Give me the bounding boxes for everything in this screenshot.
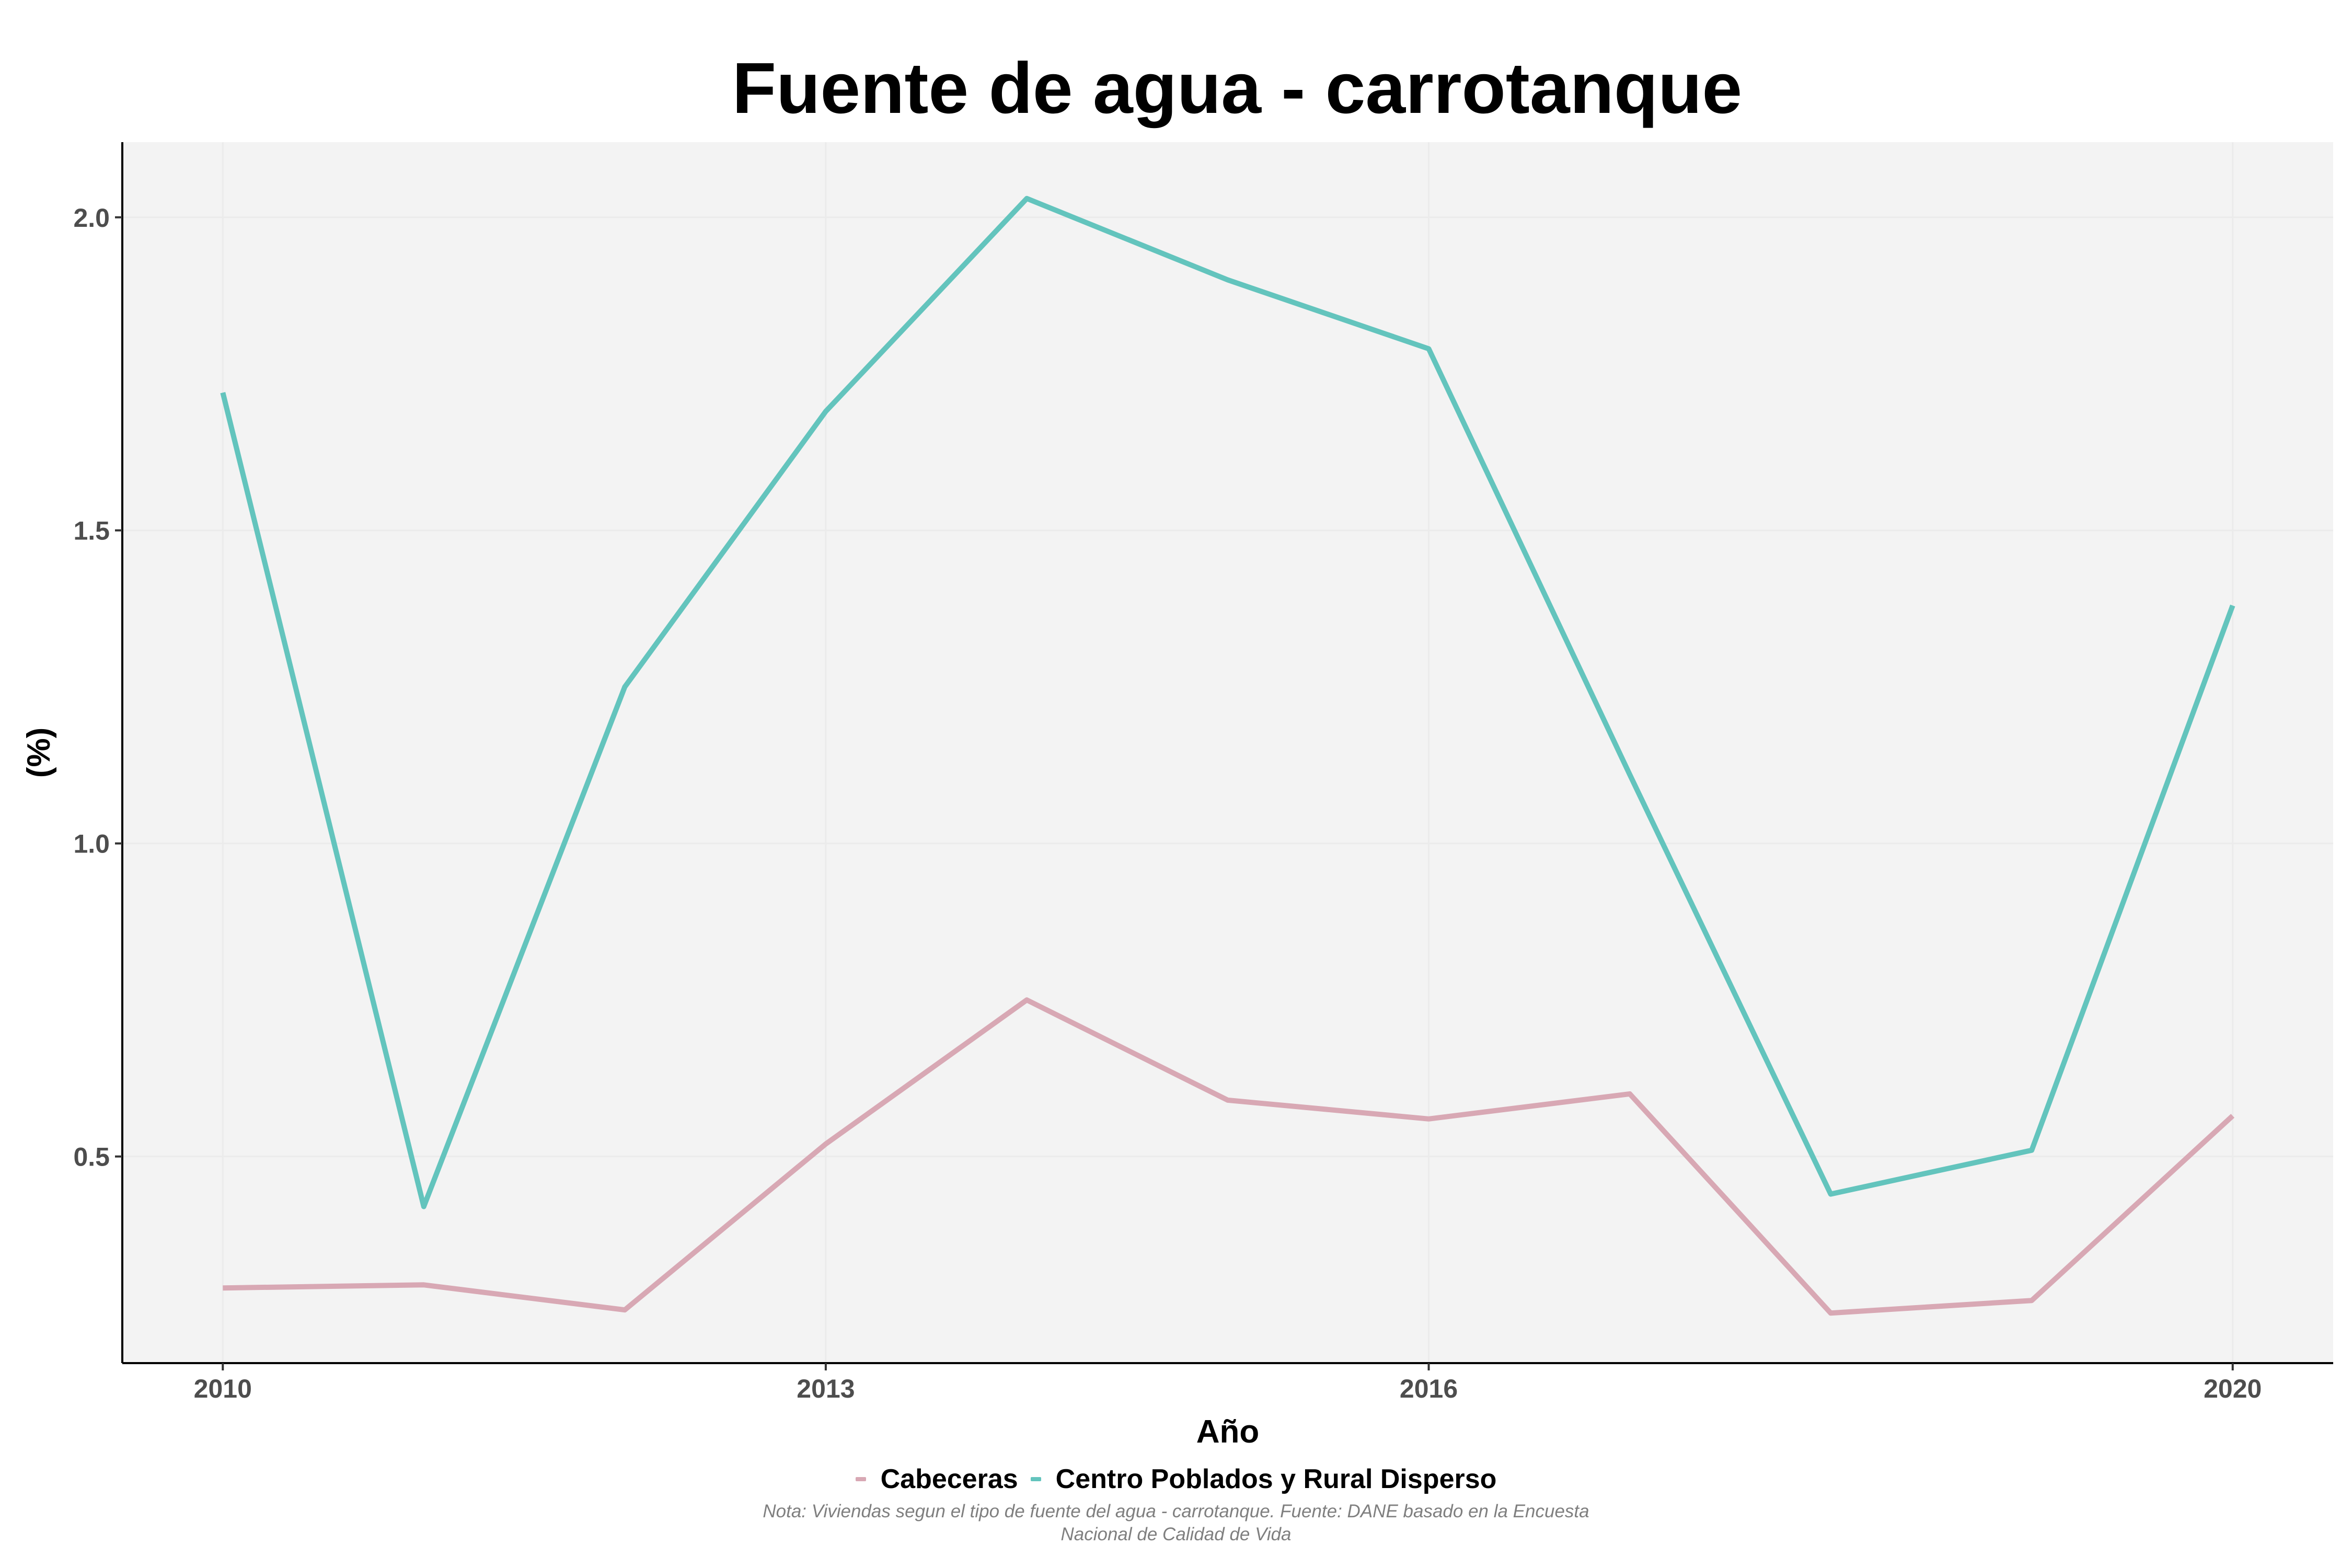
y-tick-label: 0.5: [73, 1143, 110, 1172]
grid-lines: [122, 142, 2333, 1363]
x-tick-label: 2013: [797, 1374, 855, 1403]
y-axis-title: (%): [21, 728, 57, 778]
chart-title: Fuente de agua - carrotanque: [732, 48, 1743, 129]
y-tick-label: 1.5: [73, 516, 110, 546]
series-line-cabeceras: [223, 997, 2235, 1316]
x-tick-label: 2010: [194, 1374, 252, 1403]
axis-ticks: 0.5 1.0 1.5 2.0 2010 2013 2016 2020: [73, 203, 2262, 1403]
caption-note: Nota: Viviendas segun el tipo de fuente …: [0, 1500, 2352, 1546]
series-lines: [220, 195, 2235, 1316]
caption-line-2: Nacional de Calidad de Vida: [1060, 1524, 1292, 1544]
plot-panel: [122, 142, 2333, 1363]
y-tick-label: 2.0: [73, 203, 110, 233]
legend-key-cabeceras: [855, 1477, 866, 1481]
legend-label-cabeceras: Cabeceras: [880, 1464, 1018, 1494]
legend-item-centro-poblados: Centro Poblados y Rural Disperso: [1030, 1463, 1497, 1495]
y-tick-label: 1.0: [73, 829, 110, 859]
caption-line-1: Nota: Viviendas segun el tipo de fuente …: [763, 1501, 1589, 1521]
x-axis-title: Año: [1196, 1414, 1260, 1450]
legend-item-cabeceras: Cabeceras: [855, 1463, 1018, 1495]
x-tick-label: 2020: [2204, 1374, 2262, 1403]
x-tick-label: 2016: [1400, 1374, 1458, 1403]
series-line-centro-poblados: [220, 195, 2235, 1209]
legend-label-centro-poblados: Centro Poblados y Rural Disperso: [1055, 1464, 1497, 1494]
legend: Cabeceras Centro Poblados y Rural Disper…: [0, 1461, 2352, 1497]
legend-key-centro-poblados: [1030, 1477, 1041, 1481]
